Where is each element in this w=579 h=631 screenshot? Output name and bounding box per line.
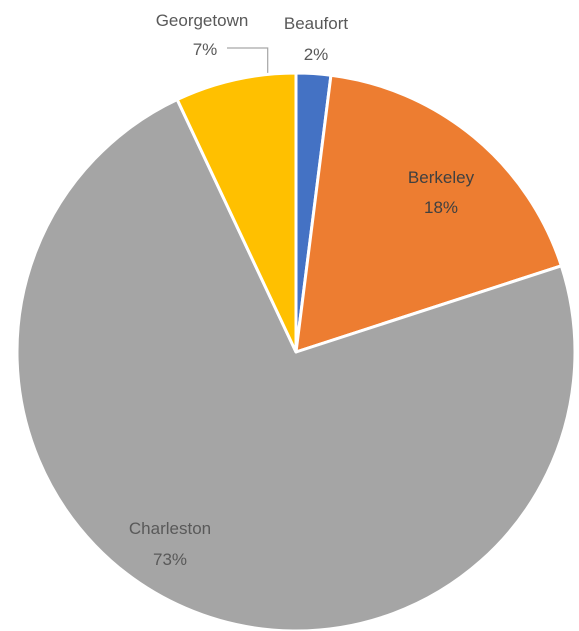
slice-label-name-georgetown: Georgetown [156,11,249,30]
slice-label-name-beaufort: Beaufort [284,14,349,33]
pie-slice-charleston [15,98,577,631]
leader-line-georgetown [227,47,269,73]
slice-label-name-charleston: Charleston [129,519,211,538]
slice-label-value-charleston: 73% [153,550,187,569]
slice-label-value-berkeley: 18% [424,198,458,217]
pie-slice-georgetown [175,71,298,354]
slice-labels: Beaufort 2% Berkeley 18% Charleston 73% George… [129,11,475,569]
leader-lines [227,47,269,73]
slice-label-value-georgetown: 7% [193,40,218,59]
pie-slice-berkeley [294,73,563,354]
pie-slices [15,71,577,631]
slice-label-name-berkeley: Berkeley [408,168,475,187]
slice-label-value-beaufort: 2% [304,45,329,64]
